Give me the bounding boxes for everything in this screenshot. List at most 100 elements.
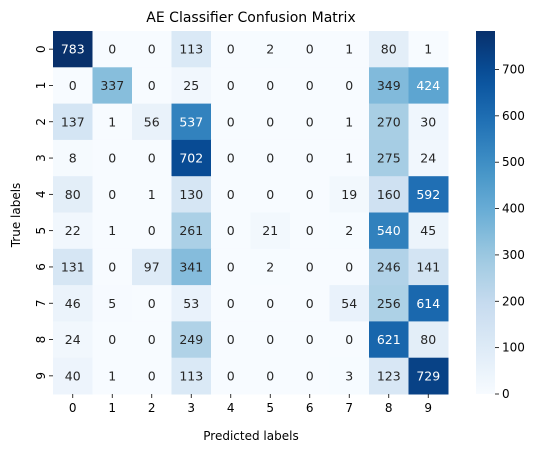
cell-value-r4-c0: 80 xyxy=(65,187,81,202)
cell-value-r4-c8: 160 xyxy=(377,187,401,202)
heatmap-cell-r2-c6 xyxy=(290,103,330,141)
cell-value-r6-c2: 97 xyxy=(144,259,160,274)
cell-value-r5-c6: 0 xyxy=(306,223,314,238)
cell-value-r0-c2: 0 xyxy=(148,42,156,57)
cell-value-r1-c5: 0 xyxy=(266,78,274,93)
heatmap-cell-r9-c4 xyxy=(211,357,251,395)
heatmap-cell-r6-c9 xyxy=(408,248,449,286)
heatmap-cell-r1-c2 xyxy=(132,67,172,105)
heatmap-cell-r5-c3 xyxy=(171,212,212,250)
x-tick-label-1: 1 xyxy=(108,401,116,415)
heatmap-cell-r6-c1 xyxy=(92,248,133,286)
heatmap-cell-r7-c3 xyxy=(171,285,212,322)
cell-value-r9-c5: 0 xyxy=(266,368,274,383)
heatmap-cell-r7-c1 xyxy=(92,285,133,322)
colorbar-tick-label-6: 600 xyxy=(502,109,525,123)
cell-value-r4-c2: 1 xyxy=(148,187,156,202)
cell-value-r1-c4: 0 xyxy=(227,78,235,93)
heatmap-cell-r9-c7 xyxy=(329,357,370,395)
y-tick-label-5: 5 xyxy=(34,227,48,235)
heatmap-cell-r1-c5 xyxy=(250,67,291,105)
heatmap-cell-r4-c2 xyxy=(132,176,172,213)
cell-value-r3-c6: 0 xyxy=(306,151,314,166)
cell-value-r3-c3: 702 xyxy=(179,151,203,166)
heatmap-cell-r9-c1 xyxy=(92,357,133,395)
cell-value-r7-c0: 46 xyxy=(65,296,81,311)
heatmap-cell-r2-c7 xyxy=(329,103,370,141)
cell-value-r6-c4: 0 xyxy=(227,259,235,274)
cell-value-r5-c7: 2 xyxy=(345,223,353,238)
cell-value-r8-c8: 621 xyxy=(377,332,401,347)
heatmap-cell-r4-c9 xyxy=(408,176,449,213)
y-tick-label-4: 4 xyxy=(34,191,48,199)
y-tick-label-9: 9 xyxy=(34,372,48,380)
heatmap-cell-r8-c5 xyxy=(250,321,291,359)
x-tick-label-0: 0 xyxy=(69,401,77,415)
cell-value-r5-c5: 21 xyxy=(262,223,278,238)
heatmap-cell-r0-c1 xyxy=(92,31,133,68)
cell-value-r5-c8: 540 xyxy=(377,223,401,238)
cell-value-r1-c2: 0 xyxy=(148,78,156,93)
heatmap-cell-r5-c4 xyxy=(211,212,251,250)
cell-value-r0-c6: 0 xyxy=(306,42,314,57)
heatmap-cell-r3-c9 xyxy=(408,139,449,177)
cell-value-r0-c5: 2 xyxy=(266,42,274,57)
cell-value-r9-c1: 1 xyxy=(108,368,116,383)
heatmap-cell-r4-c8 xyxy=(369,176,409,213)
cell-value-r8-c1: 0 xyxy=(108,332,116,347)
cell-value-r3-c9: 24 xyxy=(420,151,436,166)
cell-value-r3-c4: 0 xyxy=(227,151,235,166)
heatmap-cell-r1-c3 xyxy=(171,67,212,105)
heatmap-cell-r5-c2 xyxy=(132,212,172,250)
x-tick-label-9: 9 xyxy=(424,401,432,415)
cell-value-r5-c9: 45 xyxy=(420,223,436,238)
heatmap-cell-r9-c8 xyxy=(369,357,409,395)
colorbar-tick-label-5: 500 xyxy=(502,155,525,169)
heatmap-cell-r7-c7 xyxy=(329,285,370,322)
heatmap-cell-r3-c5 xyxy=(250,139,291,177)
heatmap-cell-r9-c6 xyxy=(290,357,330,395)
heatmap-cell-r6-c2 xyxy=(132,248,172,286)
heatmap-cell-r0-c7 xyxy=(329,31,370,68)
heatmap-cell-r3-c3 xyxy=(171,139,212,177)
cell-value-r4-c7: 19 xyxy=(341,187,357,202)
heatmap-cell-r6-c6 xyxy=(290,248,330,286)
heatmap-cell-r8-c2 xyxy=(132,321,172,359)
x-tick-label-7: 7 xyxy=(345,401,353,415)
heatmap-cell-r3-c2 xyxy=(132,139,172,177)
cell-value-r6-c3: 341 xyxy=(179,259,203,274)
cell-value-r8-c3: 249 xyxy=(179,332,203,347)
colorbar: 0 100 200 300 400 500 600 700 xyxy=(476,31,525,401)
cell-value-r4-c6: 0 xyxy=(306,187,314,202)
y-tick-label-8: 8 xyxy=(34,336,48,344)
x-tick-label-3: 3 xyxy=(187,401,195,415)
heatmap-cell-r8-c9 xyxy=(408,321,449,359)
cell-value-r6-c5: 2 xyxy=(266,259,274,274)
heatmap-cell-r9-c5 xyxy=(250,357,291,395)
y-tick-label-7: 7 xyxy=(34,299,48,307)
cell-value-r2-c7: 1 xyxy=(345,114,353,129)
cell-value-r2-c6: 0 xyxy=(306,114,314,129)
cell-value-r5-c2: 0 xyxy=(148,223,156,238)
cell-value-r2-c2: 56 xyxy=(144,114,160,129)
cell-value-r0-c4: 0 xyxy=(227,42,235,57)
cell-value-r0-c7: 1 xyxy=(345,42,353,57)
heatmap-cell-r3-c7 xyxy=(329,139,370,177)
heatmap-cell-r2-c0 xyxy=(53,103,93,141)
y-axis-label: True labels xyxy=(9,183,23,249)
heatmap-cell-r0-c6 xyxy=(290,31,330,68)
cell-value-r4-c1: 0 xyxy=(108,187,116,202)
y-tick-label-2: 2 xyxy=(34,118,48,126)
heatmap-cell-r0-c3 xyxy=(171,31,212,68)
heatmap-cell-r5-c5 xyxy=(250,212,291,250)
colorbar-tick-label-1: 100 xyxy=(502,341,525,355)
cell-value-r2-c1: 1 xyxy=(108,114,116,129)
heatmap-cell-r2-c9 xyxy=(408,103,449,141)
y-tick-label-1: 1 xyxy=(34,82,48,90)
cell-value-r4-c3: 130 xyxy=(179,187,203,202)
cell-value-r9-c9: 729 xyxy=(416,368,440,383)
cell-value-r5-c1: 1 xyxy=(108,223,116,238)
cell-value-r1-c6: 0 xyxy=(306,78,314,93)
